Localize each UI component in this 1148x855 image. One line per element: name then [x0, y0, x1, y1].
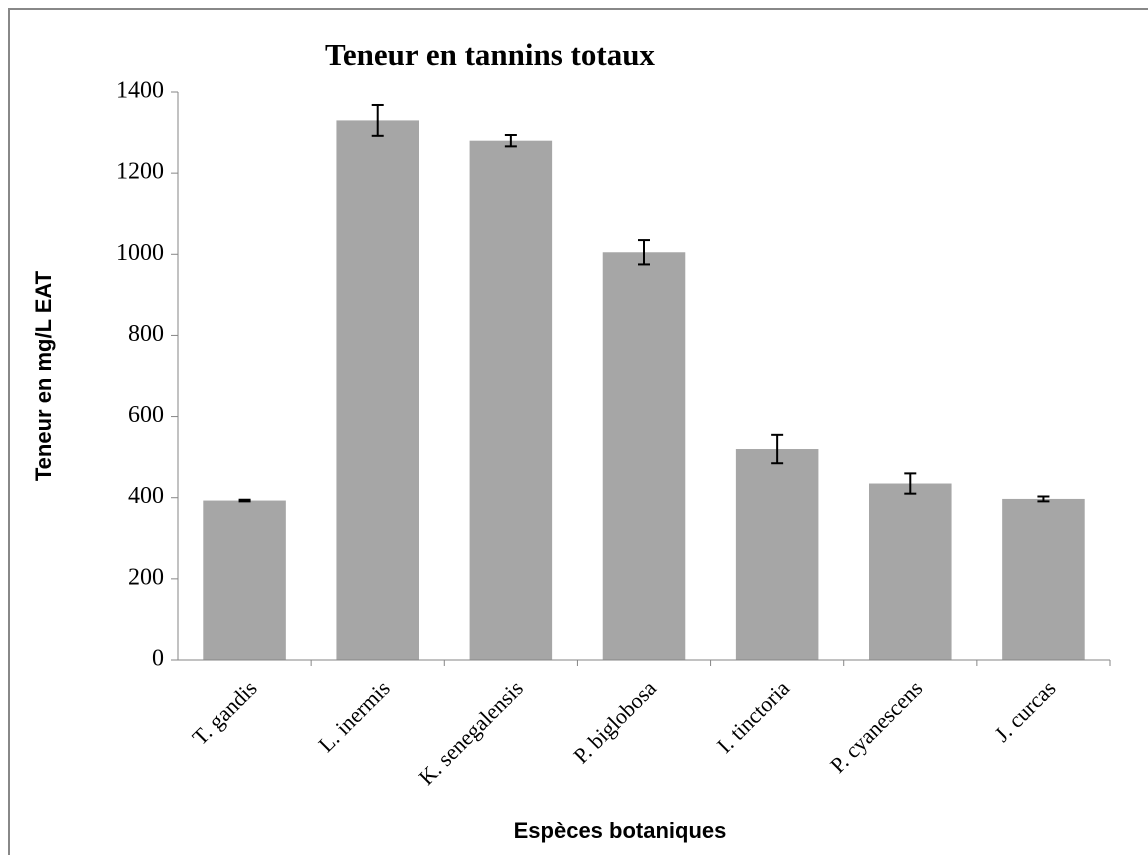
x-tick-label: K. senegalensis — [414, 675, 528, 789]
bar — [469, 140, 553, 660]
error-bar — [238, 498, 251, 503]
y-tick-label: 600 — [128, 402, 164, 428]
bar — [869, 483, 952, 660]
x-tick-label: T. gandis — [187, 675, 261, 749]
y-axis-label: Teneur en mg/L EAT — [31, 270, 56, 481]
x-tick-label: J. curcas — [989, 675, 1060, 746]
bar — [203, 500, 286, 660]
x-tick-label: P. cyanescens — [825, 675, 927, 777]
bar — [735, 449, 819, 660]
bar — [1002, 498, 1085, 660]
x-tick-label: L. inermis — [313, 675, 395, 757]
error-bar — [504, 134, 517, 148]
x-axis-label: Espèces botaniques — [514, 818, 727, 843]
y-tick-label: 1400 — [116, 78, 164, 104]
error-bar — [771, 433, 784, 465]
y-tick-label: 400 — [128, 483, 164, 509]
y-tick-label: 200 — [128, 564, 164, 590]
y-tick-label: 1200 — [116, 159, 164, 185]
bar — [336, 120, 419, 660]
error-bar — [904, 472, 917, 495]
y-tick-label: 0 — [152, 646, 164, 672]
error-bar — [371, 103, 384, 137]
chart-frame — [8, 8, 1148, 855]
error-bar — [1037, 495, 1050, 503]
y-tick-label: 800 — [128, 321, 164, 347]
bar — [602, 252, 686, 660]
error-bar — [638, 239, 650, 266]
chart-title: Teneur en tannins totaux — [325, 37, 655, 72]
x-tick-label: P. biglobosa — [568, 675, 661, 768]
y-tick-label: 1000 — [116, 240, 164, 266]
x-tick-label: I. tinctoria — [712, 675, 795, 758]
